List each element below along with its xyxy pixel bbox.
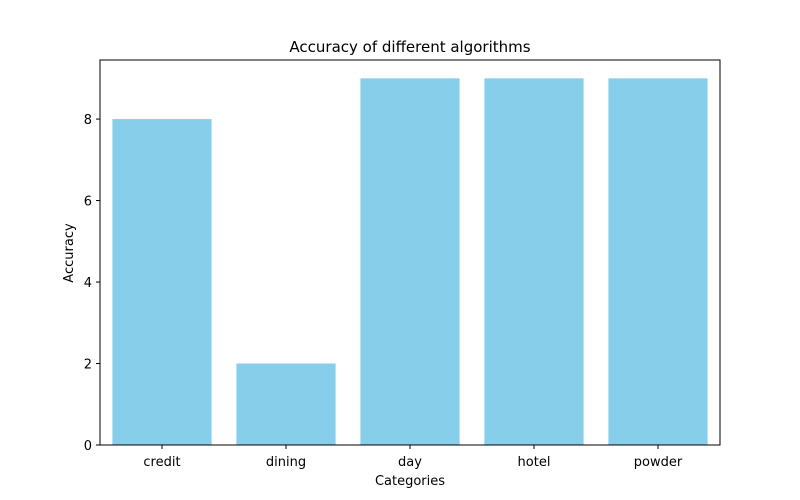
x-tick-label: powder <box>634 455 683 470</box>
y-axis-ticks: 0 2 4 6 8 <box>84 113 100 454</box>
bar-credit <box>112 119 212 446</box>
y-tick-label: 0 <box>84 439 92 454</box>
x-tick-label: day <box>398 455 422 470</box>
y-tick-label: 4 <box>84 276 92 291</box>
y-tick-label: 6 <box>84 195 92 210</box>
x-axis-label: Categories <box>375 474 445 489</box>
x-axis-ticks: credit dining day hotel powder <box>143 445 683 470</box>
x-tick-label: hotel <box>518 455 551 470</box>
bar-powder <box>608 78 708 445</box>
x-tick-label: credit <box>143 455 180 470</box>
y-axis-label: Accuracy <box>62 223 77 283</box>
bars-group <box>112 78 708 446</box>
bar-hotel <box>484 78 584 445</box>
x-tick-label: dining <box>266 455 306 470</box>
chart-title: Accuracy of different algorithms <box>289 38 530 56</box>
y-tick-label: 2 <box>84 358 92 373</box>
bar-day <box>360 78 460 445</box>
y-tick-label: 8 <box>84 113 92 128</box>
bar-dining <box>236 363 336 445</box>
plot-frame <box>99 59 721 446</box>
